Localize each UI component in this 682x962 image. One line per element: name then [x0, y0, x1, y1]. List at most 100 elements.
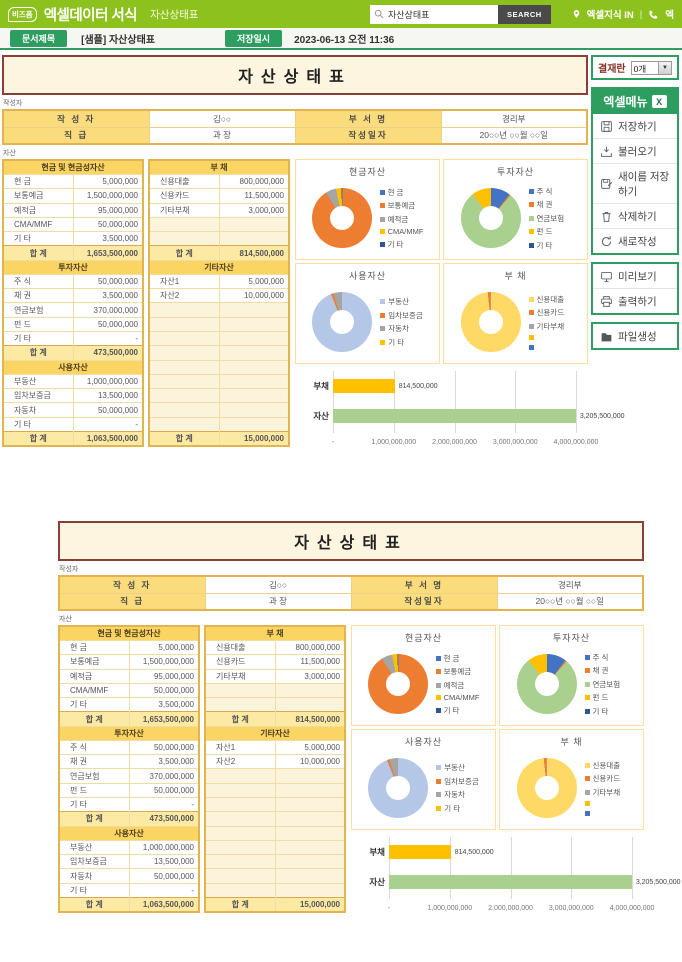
row-label: CMA/MMF	[59, 682, 130, 698]
donut-hole	[329, 206, 354, 230]
row-label: 예적금	[3, 202, 74, 218]
donut-hole	[534, 672, 559, 696]
empty-cell	[205, 811, 276, 827]
menu-item-trash[interactable]: 삭제하기	[593, 203, 677, 228]
menu-item-save-as[interactable]: 새이름 저장하기	[593, 163, 677, 203]
empty-row	[205, 811, 345, 827]
table-row: CMA/MMF 50,000,000	[3, 216, 143, 232]
excel-menu-title: 엑셀메뉴	[603, 95, 648, 109]
row-label: 보통예금	[59, 654, 130, 670]
row-label: 자동차	[3, 402, 74, 418]
row-label: 합 계	[149, 245, 220, 261]
table-row: 자산2 10,000,000	[205, 754, 345, 769]
assets-vs-liabilities-bar-chart: 부채 자산 814,500,000 3,205,500,000 - 1,000,000,0…	[351, 833, 681, 913]
empty-cell	[275, 768, 345, 784]
empty-cell	[275, 782, 345, 798]
legend-item: 임차보증금	[436, 776, 479, 787]
writer-row: 작 성 자 김○○ 부 서 명 경리부	[2, 109, 588, 128]
row-value: 50,000,000	[73, 273, 143, 289]
donut-plot	[311, 188, 372, 248]
menu-item-label: 출력하기	[618, 295, 657, 308]
row-label: 주 식	[59, 739, 130, 755]
menu-item-label: 새로작성	[618, 235, 657, 248]
section-header-cell: 사용자산	[59, 825, 199, 841]
legend-item: 신용카드	[528, 307, 571, 318]
row-label: 기 타	[59, 697, 130, 712]
table-row: CMA/MMF 50,000,000	[59, 682, 199, 698]
row-label: 기타부채	[149, 202, 220, 218]
top-header-bar: 비즈폼 엑셀데이터 서식 자산상태표 SEARCH 엑셀지식 IN | 엑	[0, 0, 682, 28]
legend-bullet	[528, 323, 534, 329]
table-row: 현 금 5,000,000	[3, 173, 143, 189]
legend-item: 기타부채	[528, 321, 571, 332]
table-row: 채 권 3,500,000	[59, 754, 199, 769]
row-value: 1,000,000,000	[129, 839, 199, 855]
menu-item-preview[interactable]: 미리보기	[593, 264, 677, 288]
legend-label: 신용카드	[536, 308, 565, 317]
row-value: 370,000,000	[73, 302, 143, 318]
legend-bullet	[436, 805, 442, 811]
legend-bullet	[380, 339, 386, 345]
section-header-cell: 기타자산	[205, 725, 345, 741]
document-info-bar: 문서제목 [샘플] 자산상태표 저장일시 2023-06-13 오전 11:36	[0, 28, 682, 50]
donut-chart-사용자산: 사용자산 부동산 임차보증금 자동차 기 타	[351, 729, 496, 830]
writer-header-cell: 작 성 자	[58, 575, 206, 594]
row-label: 현 금	[59, 639, 130, 655]
approval-count-dropdown[interactable]: 0개 ▼	[630, 60, 672, 75]
dropdown-arrow-icon[interactable]: ▼	[658, 61, 671, 74]
search-icon	[374, 9, 384, 19]
total-row: 합 계 814,500,000	[205, 711, 345, 727]
row-label: 기타부채	[205, 668, 276, 684]
row-label: 보통예금	[3, 188, 74, 204]
search-button[interactable]: SEARCH	[498, 4, 551, 24]
phone-link[interactable]: 엑	[665, 10, 674, 21]
load-icon	[601, 146, 612, 157]
x-axis-tick: 2,000,000,000	[488, 905, 533, 912]
x-axis-tick: 4,000,000,000	[553, 439, 599, 446]
legend-item: 기 타	[380, 337, 423, 348]
row-value: 10,000,000	[219, 288, 289, 303]
empty-row	[205, 868, 345, 884]
section-header-row: 기타자산	[205, 725, 345, 741]
row-value: 50,000,000	[129, 782, 199, 798]
gridline	[333, 371, 334, 433]
row-value: -	[129, 797, 199, 812]
menu-item-folder[interactable]: 파일생성	[593, 324, 677, 348]
gridline	[393, 371, 395, 433]
empty-cell	[219, 216, 289, 232]
menu-item-save[interactable]: 저장하기	[593, 114, 677, 138]
phone-icon	[649, 9, 658, 19]
empty-cell	[219, 345, 289, 361]
menu-item-refresh[interactable]: 새로작성	[593, 228, 677, 253]
table-row: 기 타-	[3, 416, 143, 432]
menu-item-load[interactable]: 불러오기	[593, 138, 677, 163]
section-header-cell: 현금 및 현금성자산	[3, 159, 143, 175]
row-value: 10,000,000	[275, 754, 345, 769]
excel-knowledge-link[interactable]: 엑셀지식 IN	[586, 10, 634, 21]
row-value: 11,500,000	[219, 188, 289, 204]
empty-cell	[219, 231, 289, 246]
writer-header-cell: 부 서 명	[294, 109, 442, 128]
x-axis-tick: 1,000,000,000	[371, 439, 417, 446]
legend-bullet	[528, 188, 534, 194]
writer-value-cell: 20○○년 ○○월 ○○일	[440, 126, 588, 145]
empty-cell	[275, 697, 345, 712]
donut-plot	[367, 654, 428, 714]
table-row: 주 식 50,000,000	[59, 739, 199, 755]
site-title[interactable]: 엑셀데이터 서식	[43, 7, 138, 24]
saved-at-badge: 저장일시	[224, 29, 283, 47]
legend-bullet	[379, 229, 385, 234]
section-header-row: 사용자산	[59, 825, 199, 841]
search-input[interactable]	[370, 4, 498, 24]
excel-menu-header: 엑셀메뉴 X	[593, 89, 677, 114]
empty-cell	[275, 825, 345, 841]
empty-cell	[205, 682, 276, 698]
table-row: 기 타-	[3, 331, 143, 346]
empty-cell	[205, 797, 276, 812]
menu-item-printer[interactable]: 출력하기	[593, 288, 677, 313]
row-label: 자산2	[205, 754, 276, 769]
row-label: 주 식	[3, 273, 74, 289]
bizform-logo[interactable]: 비즈폼	[8, 6, 37, 22]
